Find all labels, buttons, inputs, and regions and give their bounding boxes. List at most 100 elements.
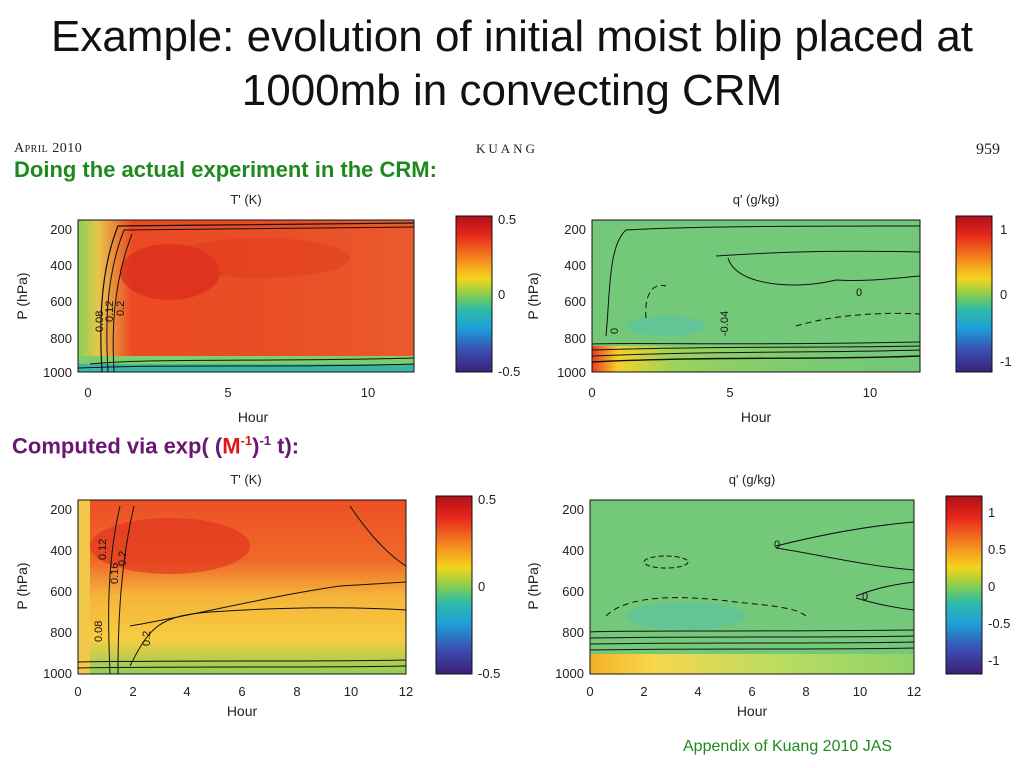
computed-moisture-plot-area <box>589 499 915 675</box>
x-tick-label: 10 <box>344 684 358 699</box>
crm-temperature-x-ticks: 0 5 10 <box>84 385 375 400</box>
x-tick-label: 10 <box>361 385 375 400</box>
y-tick-label: 800 <box>562 625 584 640</box>
crm-moisture-contour-label: -0.04 <box>719 311 731 336</box>
computed-temperature-y-ticks: 200 400 600 800 1000 <box>43 502 72 681</box>
crm-temperature-contour-label: 0.2 <box>115 301 127 316</box>
x-tick-label: 5 <box>224 385 231 400</box>
x-tick-label: 10 <box>853 684 867 699</box>
computed-temperature-contour-label: 0.08 <box>93 621 105 642</box>
colorbar-tick-label: 0.5 <box>498 212 516 227</box>
y-tick-label: 200 <box>562 502 584 517</box>
x-tick-label: 12 <box>399 684 413 699</box>
computed-temperature-title: T' (K) <box>230 472 261 487</box>
journal-header-page: 959 <box>976 141 1000 158</box>
y-tick-label: 600 <box>50 294 72 309</box>
chart-computed-moisture: q' (g/kg) 0 0 200 400 600 800 1000 0 2 4… <box>516 466 1016 721</box>
x-tick-label: 4 <box>694 684 701 699</box>
chart-crm-moisture: q' (g/kg) 0 -0.04 0 200 400 600 800 1000… <box>516 186 1016 431</box>
computed-temperature-contour-label: 0.12 <box>97 539 109 560</box>
colorbar-tick-label: -0.5 <box>478 666 500 681</box>
chart-crm-temperature-svg: T' (K) 0.12 0.2 0.08 200 400 600 800 100… <box>14 192 520 425</box>
colorbar-tick-label: 0 <box>988 579 995 594</box>
colorbar-tick-label: 1 <box>988 505 995 520</box>
computed-temperature-xlabel: Hour <box>227 703 258 719</box>
computed-moisture-title: q' (g/kg) <box>729 472 776 487</box>
computed-moisture-contour-label: 0 <box>862 591 868 603</box>
x-tick-label: 0 <box>74 684 81 699</box>
y-tick-label: 1000 <box>43 365 72 380</box>
x-tick-label: 12 <box>907 684 921 699</box>
chart-crm-temperature: T' (K) 0.12 0.2 0.08 200 400 600 800 100… <box>10 186 520 431</box>
colorbar-tick-label: 0.5 <box>988 542 1006 557</box>
x-tick-label: 8 <box>802 684 809 699</box>
chart-computed-moisture-svg: q' (g/kg) 0 0 200 400 600 800 1000 0 2 4… <box>525 472 1010 719</box>
crm-moisture-xlabel: Hour <box>741 409 772 425</box>
computed-temperature-plot-area <box>77 499 407 675</box>
computed-temperature-contour-label: 0.2 <box>141 631 153 646</box>
y-tick-label: 200 <box>50 222 72 237</box>
y-tick-label: 1000 <box>555 666 584 681</box>
y-tick-label: 600 <box>564 294 586 309</box>
computed-temperature-colorbar: 0.5 0 -0.5 <box>435 492 500 681</box>
section2-outer-exponent: -1 <box>259 433 272 448</box>
computed-moisture-contour-label: 0 <box>774 539 780 551</box>
colorbar-tick-label: -0.5 <box>498 364 520 379</box>
crm-temperature-ylabel: P (hPa) <box>14 272 30 319</box>
x-tick-label: 5 <box>726 385 733 400</box>
crm-temperature-colorbar: 0.5 0 -0.5 <box>455 212 520 379</box>
x-tick-label: 2 <box>129 684 136 699</box>
crm-temperature-contour-label: 0.08 <box>94 311 106 332</box>
computed-temperature-contour-label: 0.16 <box>109 563 121 584</box>
crm-moisture-plot-area <box>591 219 921 373</box>
computed-moisture-colorbar: 1 0.5 0 -0.5 -1 <box>945 495 1010 675</box>
section2-matrix-symbol: M <box>222 433 241 459</box>
colorbar-tick-label: 0 <box>498 287 505 302</box>
slide-title: Example: evolution of initial moist blip… <box>50 12 974 115</box>
x-tick-label: 6 <box>748 684 755 699</box>
section-label-crm-experiment: Doing the actual experiment in the CRM: <box>14 157 437 182</box>
x-tick-label: 6 <box>238 684 245 699</box>
section-label-computed: Computed via exp( (M-1)-1 t): <box>12 433 299 459</box>
y-tick-label: 1000 <box>43 666 72 681</box>
colorbar-tick-label: 0.5 <box>478 492 496 507</box>
crm-moisture-y-ticks: 200 400 600 800 1000 <box>557 222 586 380</box>
y-tick-label: 400 <box>50 258 72 273</box>
section2-text-b: ) <box>252 433 260 459</box>
y-tick-label: 1000 <box>557 365 586 380</box>
crm-temperature-xlabel: Hour <box>238 409 269 425</box>
computed-temperature-contour-label: 0.2 <box>117 551 129 566</box>
y-tick-label: 400 <box>562 543 584 558</box>
y-tick-label: 200 <box>564 222 586 237</box>
footer-citation: Appendix of Kuang 2010 JAS <box>683 738 893 755</box>
y-tick-label: 800 <box>564 331 586 346</box>
crm-temperature-contour-label: 0.12 <box>104 301 116 322</box>
colorbar-tick-label: -1 <box>1000 354 1012 369</box>
colorbar-tick-label: -0.5 <box>988 616 1010 631</box>
crm-moisture-colorbar: 1 0 -1 <box>955 215 1012 373</box>
y-tick-label: 400 <box>564 258 586 273</box>
crm-moisture-x-ticks: 0 5 10 <box>588 385 877 400</box>
x-tick-label: 0 <box>586 684 593 699</box>
chart-crm-moisture-svg: q' (g/kg) 0 -0.04 0 200 400 600 800 1000… <box>525 192 1012 425</box>
y-tick-label: 600 <box>562 584 584 599</box>
colorbar-tick-label: 0 <box>1000 287 1007 302</box>
x-tick-label: 10 <box>863 385 877 400</box>
colorbar-tick-label: -1 <box>988 653 1000 668</box>
chart-computed-temperature: T' (K) 0.12 0.16 0.2 0.2 0.08 200 400 60… <box>10 466 510 721</box>
x-tick-label: 0 <box>588 385 595 400</box>
journal-header-date: April 2010 <box>14 141 83 156</box>
crm-moisture-contour-label: 0 <box>856 287 862 299</box>
crm-temperature-plot-area <box>77 219 415 373</box>
x-tick-label: 2 <box>640 684 647 699</box>
y-tick-label: 200 <box>50 502 72 517</box>
crm-temperature-y-ticks: 200 400 600 800 1000 <box>43 222 72 380</box>
colorbar-tick-label: 1 <box>1000 222 1007 237</box>
computed-temperature-ylabel: P (hPa) <box>14 562 30 609</box>
x-tick-label: 0 <box>84 385 91 400</box>
section2-text-c: t): <box>271 433 300 459</box>
crm-temperature-title: T' (K) <box>230 192 261 207</box>
x-tick-label: 4 <box>183 684 190 699</box>
journal-header-author: KUANG <box>476 141 538 156</box>
section2-inverse-exponent: -1 <box>240 433 253 448</box>
